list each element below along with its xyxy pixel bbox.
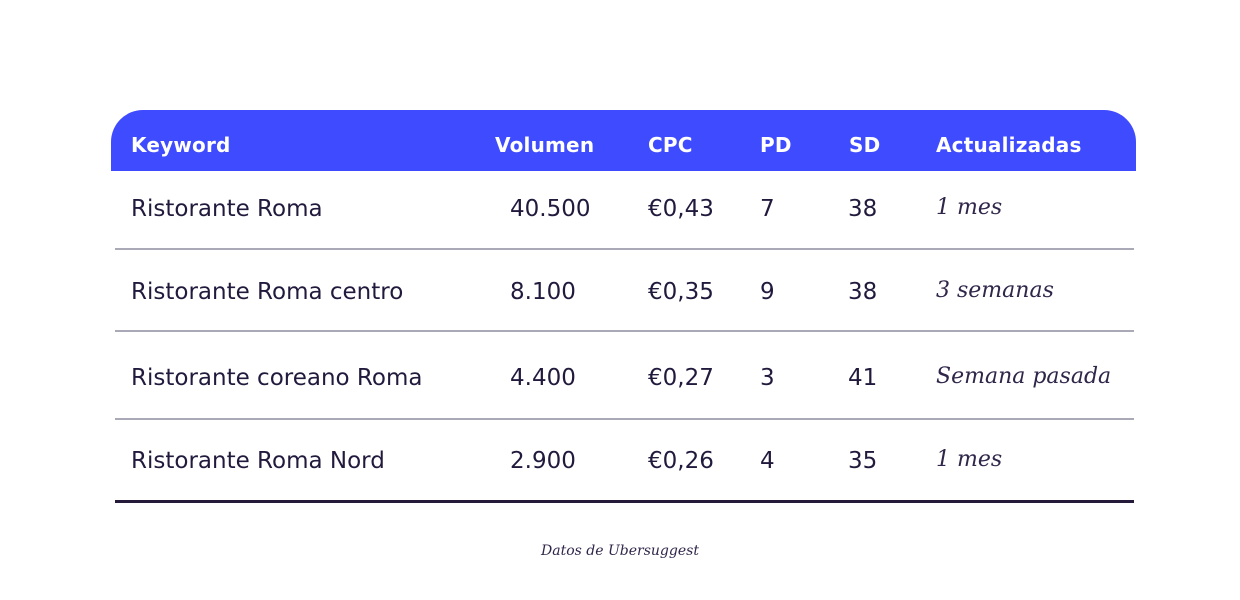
cell-sd: 38 bbox=[848, 196, 878, 222]
cell-cpc: €0,26 bbox=[648, 448, 714, 474]
table-row: Ristorante Roma centro 8.100 €0,35 9 38 3 sem… bbox=[115, 250, 1134, 332]
cell-pd: 7 bbox=[760, 196, 775, 222]
column-header-keyword: Keyword bbox=[131, 133, 231, 157]
cell-pd: 9 bbox=[760, 279, 775, 305]
keyword-table: Keyword Volumen CPC PD SD Actualizadas Ristor… bbox=[111, 110, 1136, 503]
cell-actualizadas: 3 semanas bbox=[936, 278, 1054, 303]
cell-keyword: Ristorante Roma Nord bbox=[131, 448, 385, 474]
cell-volumen: 40.500 bbox=[510, 196, 591, 222]
cell-volumen: 8.100 bbox=[510, 279, 576, 305]
cell-pd: 3 bbox=[760, 365, 775, 391]
cell-keyword: Ristorante Roma bbox=[131, 196, 323, 222]
cell-cpc: €0,27 bbox=[648, 365, 714, 391]
cell-sd: 35 bbox=[848, 448, 878, 474]
cell-actualizadas: 1 mes bbox=[936, 195, 1003, 220]
cell-sd: 38 bbox=[848, 279, 878, 305]
table-header: Keyword Volumen CPC PD SD Actualizadas bbox=[111, 110, 1136, 171]
table-row: Ristorante Roma Nord 2.900 €0,26 4 35 1 mes bbox=[115, 420, 1134, 503]
cell-pd: 4 bbox=[760, 448, 775, 474]
column-header-pd: PD bbox=[760, 133, 792, 157]
cell-keyword: Ristorante coreano Roma bbox=[131, 365, 423, 391]
table-body: Ristorante Roma 40.500 €0,43 7 38 1 mes Ristor… bbox=[111, 171, 1136, 503]
cell-sd: 41 bbox=[848, 365, 878, 391]
table-row: Ristorante Roma 40.500 €0,43 7 38 1 mes bbox=[115, 171, 1134, 250]
column-header-actualizadas: Actualizadas bbox=[936, 133, 1082, 157]
cell-actualizadas: 1 mes bbox=[936, 447, 1003, 472]
table-row: Ristorante coreano Roma 4.400 €0,27 3 41 Sema… bbox=[115, 332, 1134, 420]
cell-volumen: 4.400 bbox=[510, 365, 576, 391]
cell-actualizadas: Semana pasada bbox=[936, 364, 1112, 389]
cell-cpc: €0,43 bbox=[648, 196, 714, 222]
column-header-volumen: Volumen bbox=[495, 133, 595, 157]
cell-keyword: Ristorante Roma centro bbox=[131, 279, 404, 305]
column-header-sd: SD bbox=[849, 133, 881, 157]
cell-cpc: €0,35 bbox=[648, 279, 714, 305]
cell-volumen: 2.900 bbox=[510, 448, 576, 474]
column-header-cpc: CPC bbox=[648, 133, 693, 157]
source-caption: Datos de Ubersuggest bbox=[541, 543, 699, 559]
